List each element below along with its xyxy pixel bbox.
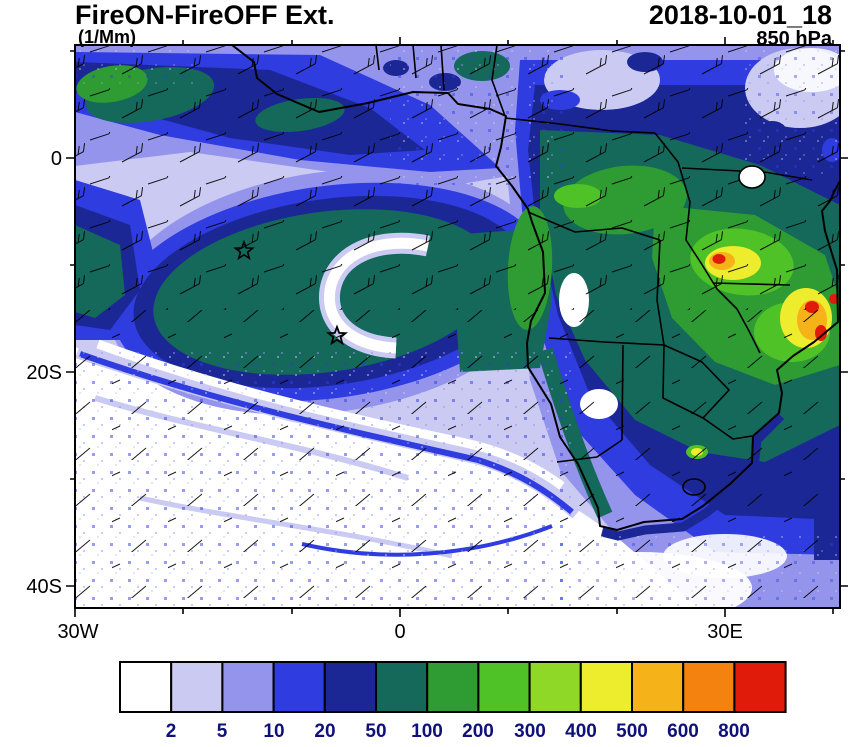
x-tick-0: 0	[394, 621, 405, 643]
colorbar-cell	[170, 661, 224, 713]
map-frame	[74, 44, 841, 609]
y-tick-40s: 40S	[26, 576, 62, 598]
colorbar-cell	[119, 661, 173, 713]
star-marker-1	[233, 239, 255, 261]
colorbar-cell	[272, 661, 326, 713]
colorbar-label: 300	[514, 721, 546, 742]
plot-datetime: 2018-10-01_18	[648, 0, 832, 30]
plot-units: (1/Mm)	[78, 27, 136, 47]
country-borders	[375, 46, 813, 463]
pressure-level: 850 hPa	[756, 28, 832, 50]
y-axis-labels: 0 20S 40S	[26, 148, 62, 598]
plot-title: FireON-FireOFF Ext.	[75, 0, 335, 30]
colorbar-label: 400	[565, 721, 597, 742]
colorbar-cell	[221, 661, 275, 713]
y-tick-0: 0	[51, 148, 62, 170]
colorbar-label: 10	[263, 721, 284, 742]
africa-coastline	[231, 46, 839, 531]
lesotho-border	[682, 478, 706, 496]
colorbar-cell	[528, 661, 582, 713]
axis-ticks	[66, 37, 848, 617]
star-marker-2	[325, 324, 349, 346]
colorbar-label: 600	[667, 721, 699, 742]
x-tick-30e: 30E	[707, 621, 743, 643]
colorbar-cell	[426, 661, 480, 713]
colorbar-cell	[477, 661, 531, 713]
colorbar-cell	[375, 661, 429, 713]
colorbar-label: 500	[616, 721, 648, 742]
wind-barbs-layer	[76, 46, 839, 607]
colorbar-label: 5	[217, 721, 228, 742]
colorbar-label: 200	[462, 721, 494, 742]
colorbar-label: 2	[166, 721, 177, 742]
x-tick-30w: 30W	[57, 621, 98, 643]
colorbar-cell	[323, 661, 377, 713]
colorbar-cell	[579, 661, 633, 713]
colorbar-cell	[631, 661, 685, 713]
x-axis-labels: 30W 0 30E	[57, 621, 742, 643]
contour-field	[76, 46, 839, 607]
y-tick-20s: 20S	[26, 362, 62, 384]
colorbar-label: 20	[314, 721, 335, 742]
colorbar-label: 50	[365, 721, 386, 742]
lake-victoria	[738, 165, 766, 189]
colorbar: 2 5 10 20 50 100 200 300 400 500 600 800	[119, 661, 787, 742]
colorbar-label: 800	[718, 721, 750, 742]
colorbar-labels: 2 5 10 20 50 100 200 300 400 500 600 800	[166, 721, 750, 742]
colorbar-label: 100	[411, 721, 443, 742]
colorbar-cell	[733, 661, 787, 713]
colorbar-cell	[682, 661, 736, 713]
